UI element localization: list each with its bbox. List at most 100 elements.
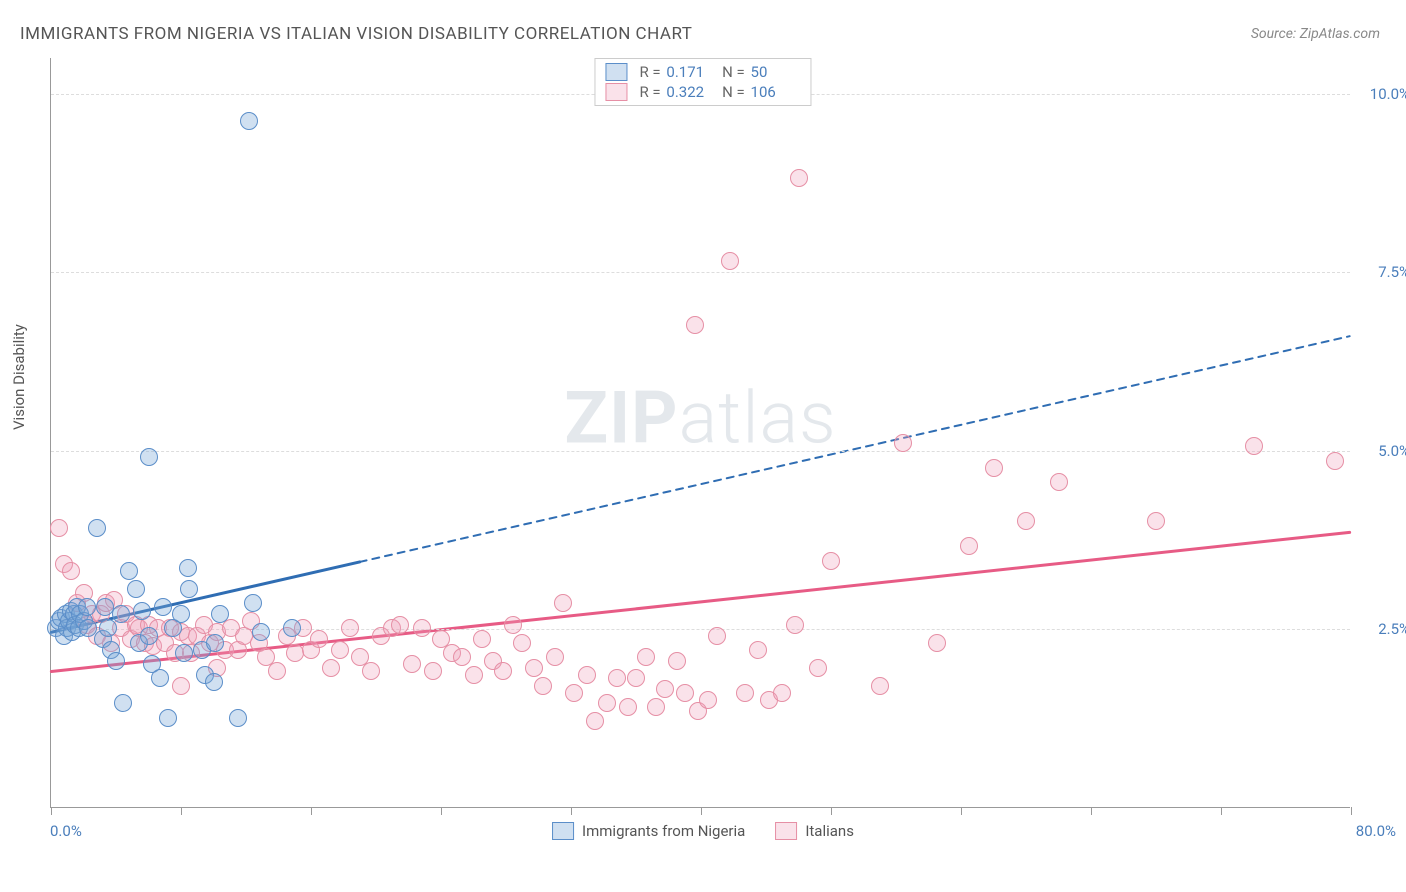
point-italians xyxy=(62,562,80,580)
point-italians xyxy=(286,644,304,662)
point-nigeria xyxy=(151,669,169,687)
x-tick xyxy=(311,807,312,815)
gridline xyxy=(51,272,1350,273)
point-nigeria xyxy=(180,580,198,598)
point-italians xyxy=(172,677,190,695)
x-axis-max-label: 80.0% xyxy=(1356,822,1396,840)
point-italians xyxy=(773,684,791,702)
point-italians xyxy=(413,619,431,637)
point-nigeria xyxy=(240,112,258,130)
point-italians xyxy=(786,616,804,634)
point-nigeria xyxy=(252,623,270,641)
point-italians xyxy=(473,630,491,648)
point-italians xyxy=(534,677,552,695)
x-tick xyxy=(701,807,702,815)
point-nigeria xyxy=(112,605,130,623)
point-nigeria xyxy=(205,673,223,691)
point-italians xyxy=(578,666,596,684)
legend-item: Immigrants from Nigeria xyxy=(552,822,745,840)
point-italians xyxy=(362,662,380,680)
y-tick-label: 10.0% xyxy=(1370,85,1406,103)
point-nigeria xyxy=(78,598,96,616)
x-tick xyxy=(441,807,442,815)
point-italians xyxy=(598,694,616,712)
point-nigeria xyxy=(175,644,193,662)
point-italians xyxy=(310,630,328,648)
legend-correlation: R = 0.171 N = 50 R = 0.322 N = 106 xyxy=(594,58,811,106)
point-nigeria xyxy=(140,448,158,466)
point-italians xyxy=(686,316,704,334)
point-nigeria xyxy=(172,605,190,623)
point-italians xyxy=(504,616,522,634)
y-tick-label: 5.0% xyxy=(1378,442,1406,460)
point-italians xyxy=(708,627,726,645)
point-italians xyxy=(619,698,637,716)
point-italians xyxy=(331,641,349,659)
point-italians xyxy=(1147,512,1165,530)
x-tick xyxy=(1351,807,1352,815)
point-italians xyxy=(586,712,604,730)
point-nigeria xyxy=(99,619,117,637)
point-italians xyxy=(50,519,68,537)
point-nigeria xyxy=(211,605,229,623)
point-italians xyxy=(736,684,754,702)
point-italians xyxy=(341,619,359,637)
y-axis-title: Vision Disability xyxy=(10,324,28,430)
point-nigeria xyxy=(133,602,151,620)
point-italians xyxy=(928,634,946,652)
x-tick xyxy=(1221,807,1222,815)
point-italians xyxy=(790,169,808,187)
plot-area: ZIPatlas 2.5%5.0%7.5%10.0% xyxy=(50,58,1350,808)
point-nigeria xyxy=(120,562,138,580)
point-nigeria xyxy=(159,709,177,727)
point-italians xyxy=(494,662,512,680)
x-axis-min-label: 0.0% xyxy=(50,822,82,840)
y-tick-label: 7.5% xyxy=(1378,263,1406,281)
point-italians xyxy=(721,252,739,270)
y-tick-label: 2.5% xyxy=(1378,620,1406,638)
point-italians xyxy=(960,537,978,555)
point-italians xyxy=(1245,437,1263,455)
legend-row: R = 0.171 N = 50 xyxy=(605,63,800,81)
point-italians xyxy=(513,634,531,652)
point-nigeria xyxy=(154,598,172,616)
point-italians xyxy=(627,669,645,687)
gridline xyxy=(51,451,1350,452)
point-italians xyxy=(871,677,889,695)
watermark-bold: ZIP xyxy=(564,375,678,460)
point-italians xyxy=(424,662,442,680)
point-italians xyxy=(403,655,421,673)
point-nigeria xyxy=(127,580,145,598)
point-italians xyxy=(554,594,572,612)
watermark: ZIPatlas xyxy=(564,375,836,460)
point-nigeria xyxy=(107,652,125,670)
legend-item: Italians xyxy=(775,822,854,840)
point-italians xyxy=(822,552,840,570)
x-tick xyxy=(1091,807,1092,815)
point-italians xyxy=(268,662,286,680)
x-tick xyxy=(831,807,832,815)
point-italians xyxy=(1017,512,1035,530)
point-italians xyxy=(985,459,1003,477)
point-italians xyxy=(749,641,767,659)
point-italians xyxy=(656,680,674,698)
point-italians xyxy=(1326,452,1344,470)
point-italians xyxy=(391,616,409,634)
point-italians xyxy=(565,684,583,702)
point-italians xyxy=(894,434,912,452)
point-nigeria xyxy=(88,519,106,537)
swatch-italians xyxy=(605,83,627,101)
point-italians xyxy=(809,659,827,677)
point-italians xyxy=(647,698,665,716)
point-italians xyxy=(453,648,471,666)
source-label: Source: ZipAtlas.com xyxy=(1251,26,1380,42)
point-italians xyxy=(1050,473,1068,491)
legend-row: R = 0.322 N = 106 xyxy=(605,83,800,101)
point-italians xyxy=(608,669,626,687)
point-nigeria xyxy=(114,694,132,712)
x-tick xyxy=(51,807,52,815)
watermark-light: atlas xyxy=(679,375,837,460)
swatch-nigeria xyxy=(552,822,574,840)
point-italians xyxy=(668,652,686,670)
swatch-nigeria xyxy=(605,63,627,81)
